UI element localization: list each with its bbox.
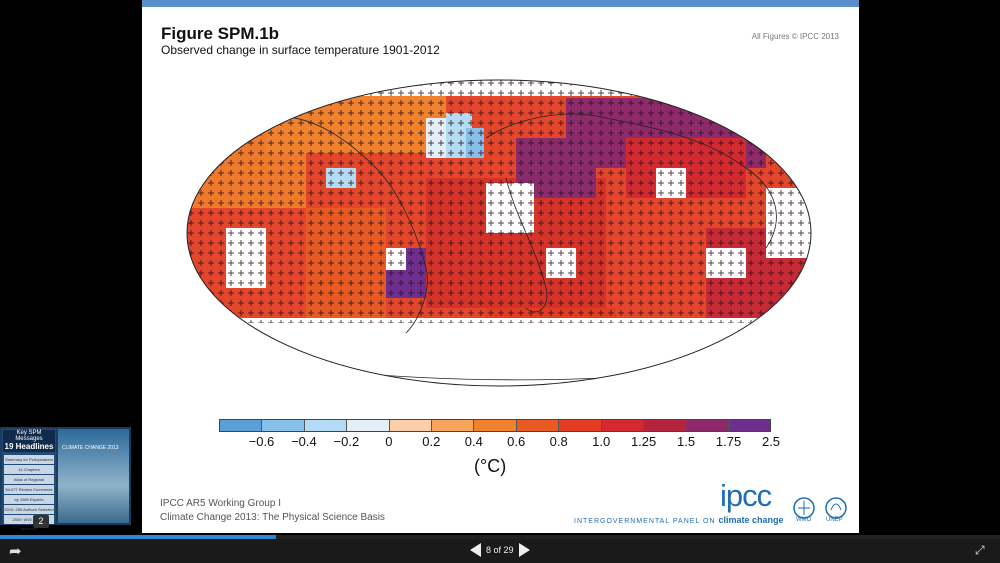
ipcc-tagline: INTERGOVERNMENTAL PANEL ON climate chang… — [574, 515, 784, 525]
unep-label: UNEP — [826, 517, 843, 523]
colorbar-segment — [304, 420, 348, 431]
colorbar-segment — [389, 420, 432, 431]
thumbnail-headline-big: 19 Headlines — [4, 442, 54, 451]
slide-thumbnail[interactable]: Key SPM Messages 19 Headlines Summary for… — [0, 427, 131, 531]
colorbar-segment — [474, 420, 517, 431]
temperature-change-map — [186, 79, 812, 387]
colorbar-segment — [601, 420, 644, 431]
page-indicator: 8 of 29 — [486, 545, 514, 555]
colorbar-tick-label: 1.25 — [630, 434, 657, 449]
colorbar-segment — [643, 420, 687, 431]
colorbar-segment — [347, 420, 390, 431]
ipcc-logo: ipcc — [720, 478, 772, 513]
colorbar-segment — [220, 420, 263, 431]
thumbnail-cover-panel — [58, 429, 129, 523]
viewer-toolbar: ➦ 8 of 29 ⤢ — [0, 539, 1000, 563]
footer-working-group: IPCC AR5 Working Group I — [160, 498, 281, 509]
thumbnail-row: 54,677 Review Comments — [4, 485, 54, 494]
thumbnail-row: Atlas of Regional Projections — [4, 475, 54, 491]
thumbnail-row: 2010: 259 Authors Selected — [4, 505, 54, 514]
colorbar-tick-label: 0.8 — [549, 434, 568, 449]
slide-progress-bar[interactable] — [0, 535, 1000, 539]
ipcc-tagline-prefix: INTERGOVERNMENTAL PANEL ON — [574, 518, 719, 525]
colorbar-segment — [262, 420, 305, 431]
share-arrow-icon[interactable]: ➦ — [9, 543, 22, 560]
thumbnail-row: by 1089 Experts — [4, 495, 54, 504]
colorbar-tick-label: −0.2 — [333, 434, 360, 449]
colorbar-tick-label: 0.4 — [464, 434, 483, 449]
ipcc-tagline-strong: climate change — [718, 515, 784, 525]
colorbar-segment — [431, 420, 475, 431]
colorbar-tick-label: −0.6 — [248, 434, 275, 449]
wmo-label: WMO — [796, 517, 812, 523]
colorbar-segment — [516, 420, 560, 431]
thumbnail-headline-top: Key SPM Messages — [15, 430, 43, 442]
colorbar — [219, 419, 771, 432]
slide-header-bar — [142, 0, 859, 7]
thumbnail-row: 2009: WGI Outline Approved — [4, 515, 54, 531]
unep-emblem-icon — [825, 497, 847, 519]
colorbar-segment — [559, 420, 602, 431]
prev-slide-icon[interactable] — [470, 543, 481, 557]
colorbar-tick-label: 0 — [385, 434, 393, 449]
colorbar-tick-label: −0.4 — [291, 434, 317, 449]
colorbar-tick-label: 1.5 — [677, 434, 696, 449]
colorbar-segment — [728, 420, 771, 431]
colorbar-segment — [686, 420, 729, 431]
wmo-emblem-icon — [793, 497, 815, 519]
thumbnail-slide-number: 2 — [33, 515, 49, 528]
figure-subtitle: Observed change in surface temperature 1… — [161, 43, 440, 57]
thumbnail-row: Summary for Policymakers — [4, 455, 54, 464]
colorbar-tick-label: 1.75 — [715, 434, 742, 449]
colorbar-unit: (°C) — [474, 456, 507, 476]
copyright-note: All Figures © IPCC 2013 — [751, 32, 839, 41]
colorbar-tick-label: 0.6 — [507, 434, 526, 449]
footer-report-title: Climate Change 2013: The Physical Scienc… — [160, 512, 385, 523]
slide-progress-fill — [0, 535, 276, 539]
figure-title: Figure SPM.1b — [161, 24, 280, 43]
thumbnail-cover-text: CLIMATE CHANGE 2013 — [62, 445, 119, 451]
colorbar-tick-label: 2.5 — [761, 434, 781, 449]
colorbar-tick-label: 0.2 — [422, 434, 441, 449]
exit-fullscreen-icon[interactable]: ⤢ — [975, 543, 985, 557]
colorbar-tick-label: 1.0 — [592, 434, 611, 449]
presentation-slide: Figure SPM.1b Observed change in surface… — [142, 0, 859, 533]
thumbnail-headline: Key SPM Messages 19 Headlines — [3, 430, 55, 452]
thumbnail-row: 14 Chapters — [4, 465, 54, 474]
next-slide-icon[interactable] — [519, 543, 530, 557]
